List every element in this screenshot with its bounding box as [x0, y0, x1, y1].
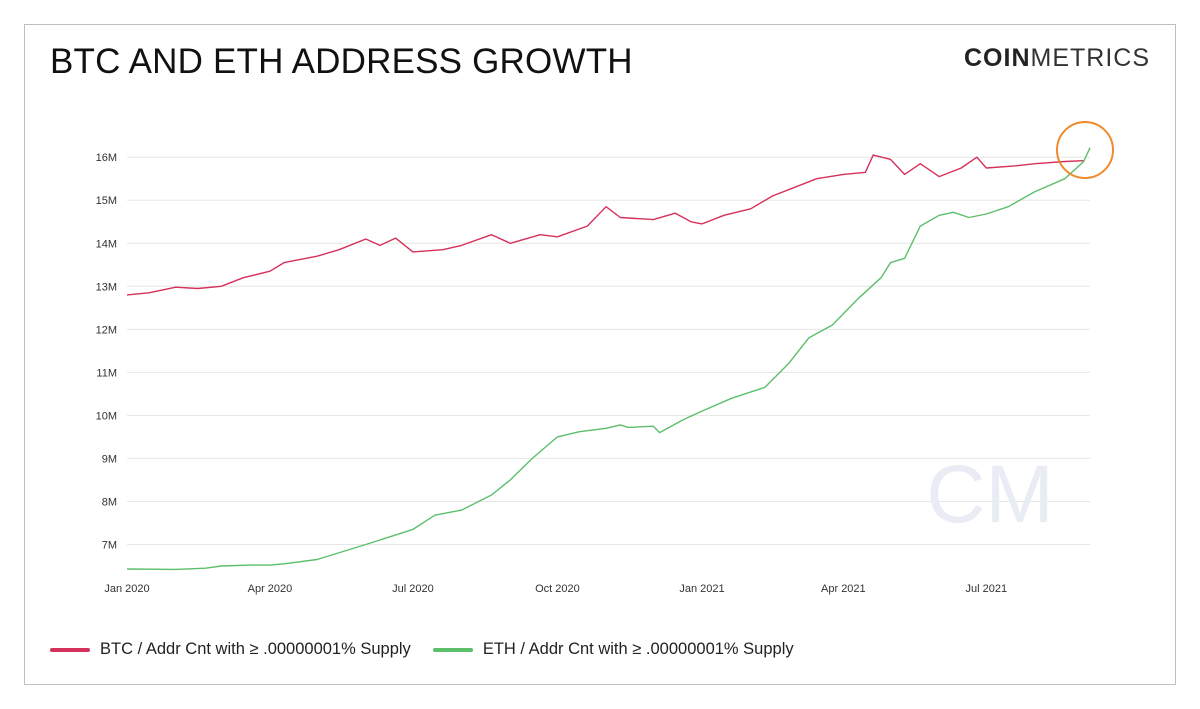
x-tick-label: Jul 2021	[966, 583, 1008, 595]
y-tick-label: 7M	[102, 539, 117, 551]
y-tick-label: 9M	[102, 453, 117, 465]
series-line-eth	[126, 147, 1091, 571]
chart-title: BTC AND ETH ADDRESS GROWTH	[50, 42, 633, 81]
x-tick-label: Oct 2020	[535, 583, 580, 595]
x-tick-label: Apr 2021	[821, 583, 866, 595]
chart-frame	[24, 24, 1176, 685]
legend-label-eth: ETH / Addr Cnt with ≥ .00000001% Supply	[482, 640, 794, 658]
logo-text-bold: COIN	[964, 44, 1031, 72]
series-line-btc	[126, 154, 1084, 296]
legend-label-btc: BTC / Addr Cnt with ≥ .00000001% Supply	[100, 640, 411, 658]
x-axis-ticks: Jan 2020 Apr 2020 Jul 2020 Oct 2020 Jan 2021…	[104, 583, 1007, 595]
legend-swatch-btc	[50, 647, 90, 652]
y-tick-label: 14M	[96, 238, 117, 250]
x-tick-label: Apr 2020	[248, 583, 293, 595]
y-tick-label: 8M	[102, 496, 117, 508]
x-tick-label: Jan 2021	[679, 583, 724, 595]
legend-swatch-eth	[432, 647, 473, 652]
y-tick-label: 13M	[96, 281, 117, 293]
y-tick-label: 12M	[96, 324, 117, 336]
logo-text-light: METRICS	[1030, 44, 1150, 72]
x-tick-label: Jan 2020	[104, 583, 149, 595]
y-tick-label: 16M	[96, 152, 117, 164]
cm-watermark: CM	[926, 449, 1054, 540]
coinmetrics-logo: COINMETRICS	[964, 44, 1150, 73]
highlight-circle	[1056, 121, 1114, 179]
y-tick-label: 11M	[96, 367, 117, 379]
y-axis-ticks: 7M 8M 9M 10M 11M 12M 13M 14M 15M 16M	[96, 152, 117, 551]
legend-item-eth[interactable]: ETH / Addr Cnt with ≥ .00000001% Supply	[432, 640, 794, 659]
series-lines	[126, 147, 1091, 571]
legend-item-btc[interactable]: BTC / Addr Cnt with ≥ .00000001% Supply	[50, 640, 411, 659]
y-tick-label: 10M	[96, 410, 117, 422]
legend: BTC / Addr Cnt with ≥ .00000001% Supply …	[50, 640, 816, 659]
x-tick-label: Jul 2020	[392, 583, 434, 595]
grid-lines	[127, 156, 1090, 545]
y-tick-label: 15M	[96, 195, 117, 207]
